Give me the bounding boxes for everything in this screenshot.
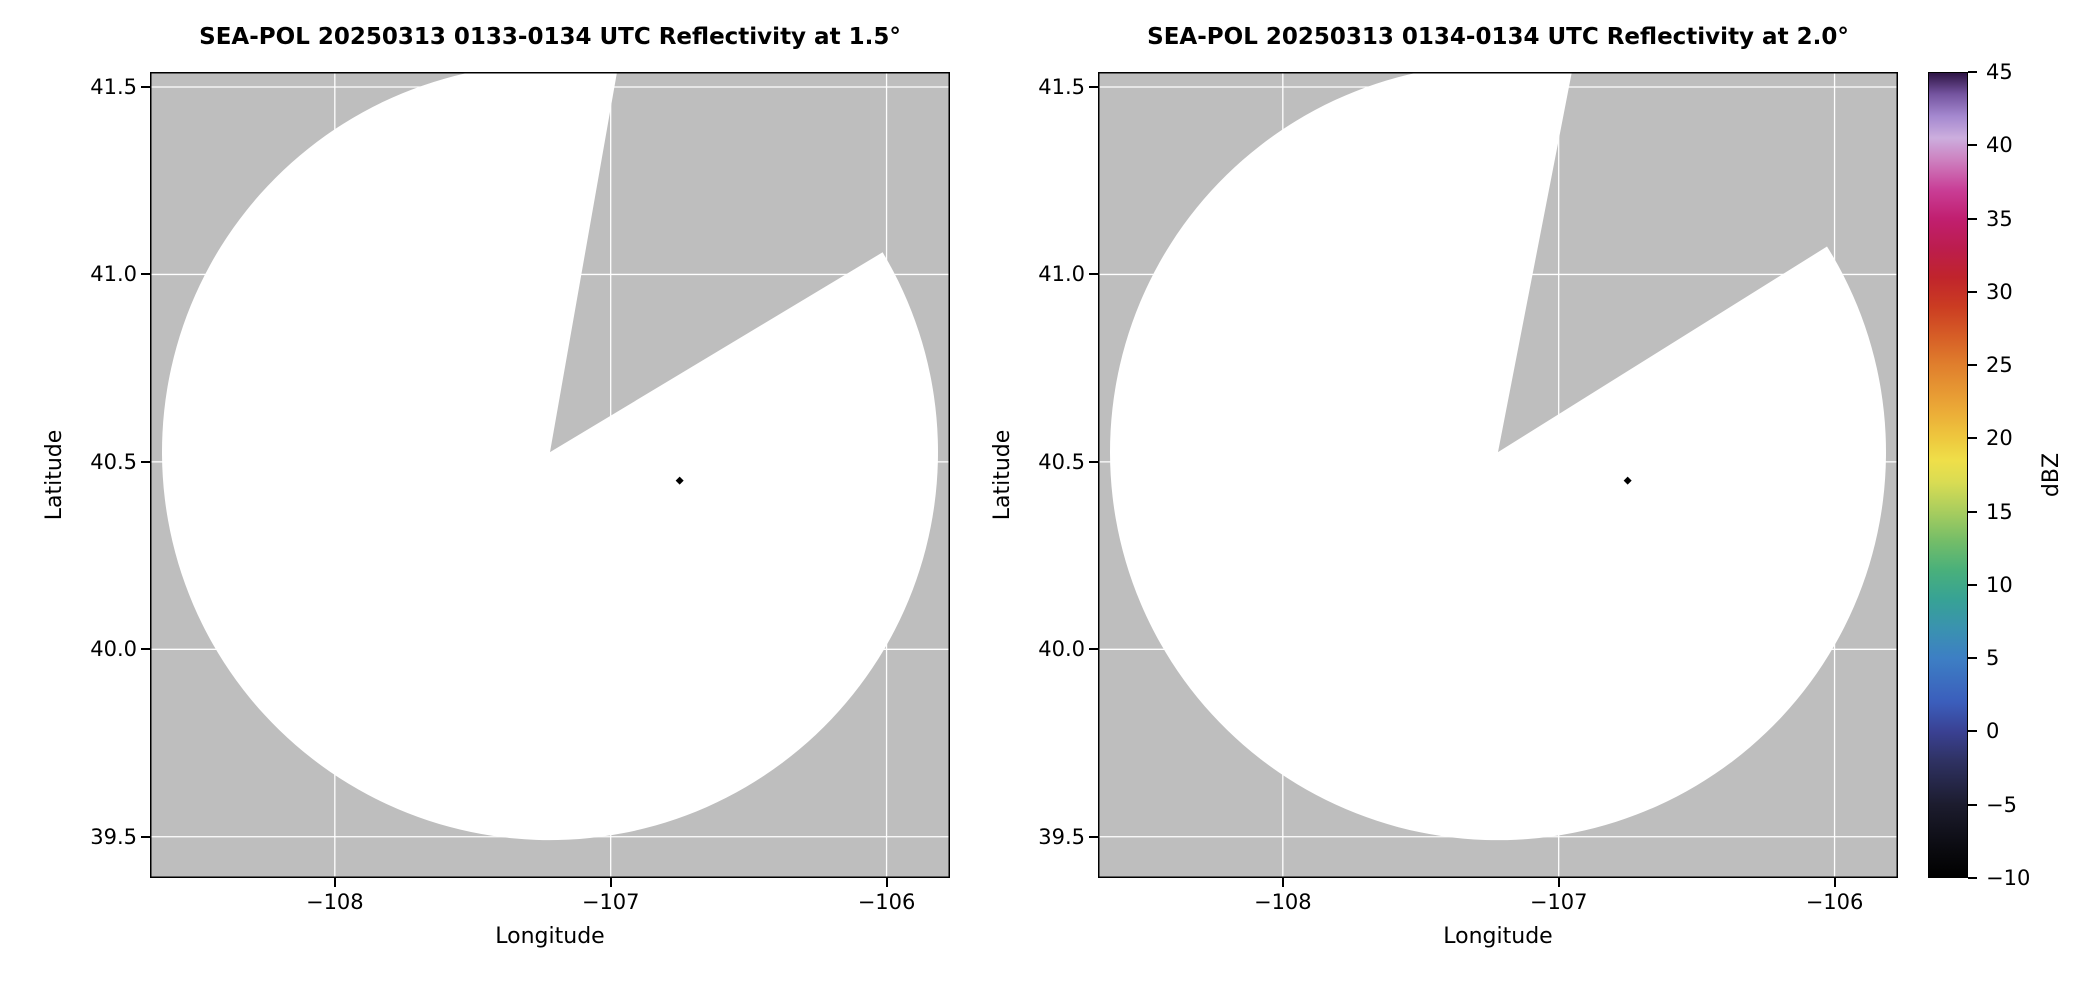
colorbar-tick-label: −10 [1986, 866, 2031, 890]
y-axis-tick [141, 273, 150, 276]
colorbar-tick-label: 35 [1986, 206, 2013, 231]
colorbar-gradient [1928, 72, 1968, 878]
colorbar: dBZ 45 40 35 30 25 20 15 10 5 0 −5 −10 [1928, 60, 2064, 890]
y-axis-tick [1089, 85, 1098, 88]
y-tick-label: 41.5 [90, 74, 137, 99]
colorbar-tick [1968, 657, 1977, 660]
reflectivity-echo-point [1623, 476, 1632, 485]
radar-panel-2: SEA-POL 20250313 0134-0134 UTC Reflectiv… [990, 24, 1898, 949]
radar-ppi-plot-1 [150, 72, 950, 878]
panel-2-y-axis-label: Latitude [990, 429, 1015, 521]
y-tick-label: 41.5 [1038, 74, 1085, 99]
colorbar-tick-label: 25 [1986, 353, 2013, 378]
x-axis-tick [1833, 878, 1836, 887]
colorbar-tick [1968, 730, 1977, 733]
y-axis-tick [141, 460, 150, 463]
colorbar-tick [1968, 71, 1977, 73]
colorbar-tick-label: 40 [1986, 133, 2013, 158]
y-tick-label: 40.5 [90, 449, 137, 474]
y-axis-tick [141, 648, 150, 651]
colorbar-tick-label: 30 [1986, 279, 2013, 304]
colorbar-tick-label: 0 [1986, 719, 2000, 744]
x-tick-label: −107 [581, 890, 640, 914]
axes-border [150, 72, 950, 878]
y-axis-tick [1089, 648, 1098, 651]
x-axis-tick [609, 878, 612, 887]
x-tick-label: −108 [305, 890, 364, 914]
panel-1-x-axis-label: Longitude [495, 924, 605, 949]
radar-ppi-plot-2 [1098, 72, 1898, 878]
x-tick-label: −106 [857, 890, 916, 914]
colorbar-tick [1968, 217, 1977, 220]
x-tick-label: −108 [1253, 890, 1312, 914]
y-tick-label: 40.0 [90, 637, 137, 662]
reflectivity-echo-point [675, 476, 684, 485]
colorbar-tick-label: 45 [1986, 60, 2013, 84]
y-tick-label: 39.5 [90, 824, 137, 849]
colorbar-tick [1968, 877, 1977, 879]
radar-scan-area [162, 72, 938, 841]
colorbar-tick-label: 15 [1986, 499, 2013, 524]
colorbar-tick-label: 10 [1986, 572, 2013, 597]
radar-scan-area [1110, 72, 1886, 841]
x-axis-tick [1281, 878, 1284, 887]
colorbar-tick [1968, 803, 1977, 806]
colorbar-tick-label: −5 [1986, 792, 2017, 817]
x-tick-label: −107 [1529, 890, 1588, 914]
colorbar-tick [1968, 510, 1977, 513]
y-tick-label: 40.5 [1038, 449, 1085, 474]
colorbar-tick [1968, 364, 1977, 367]
colorbar-border [1928, 72, 1968, 878]
radar-panel-1: SEA-POL 20250313 0133-0134 UTC Reflectiv… [42, 24, 950, 949]
x-axis-tick [885, 878, 888, 887]
panel-1-title: SEA-POL 20250313 0133-0134 UTC Reflectiv… [199, 24, 901, 50]
colorbar-tick [1968, 583, 1977, 586]
x-axis-tick [1557, 878, 1560, 887]
x-axis-tick [333, 878, 336, 887]
y-tick-label: 41.0 [90, 262, 137, 287]
x-tick-label: −106 [1805, 890, 1864, 914]
y-axis-tick [141, 85, 150, 88]
axes-border [1098, 72, 1898, 878]
y-axis-tick [141, 835, 150, 838]
y-axis-tick [1089, 273, 1098, 276]
colorbar-tick-label: 20 [1986, 426, 2013, 451]
panel-2-title: SEA-POL 20250313 0134-0134 UTC Reflectiv… [1147, 24, 1849, 50]
y-axis-tick [1089, 460, 1098, 463]
y-axis-tick [1089, 835, 1098, 838]
y-tick-label: 41.0 [1038, 262, 1085, 287]
colorbar-tick [1968, 290, 1977, 293]
panel-2-x-axis-label: Longitude [1443, 924, 1553, 949]
colorbar-tick [1968, 144, 1977, 147]
panel-1-y-axis-label: Latitude [42, 429, 67, 521]
y-tick-label: 40.0 [1038, 637, 1085, 662]
colorbar-tick [1968, 437, 1977, 440]
colorbar-tick-label: 5 [1986, 646, 2000, 671]
y-tick-label: 39.5 [1038, 824, 1085, 849]
